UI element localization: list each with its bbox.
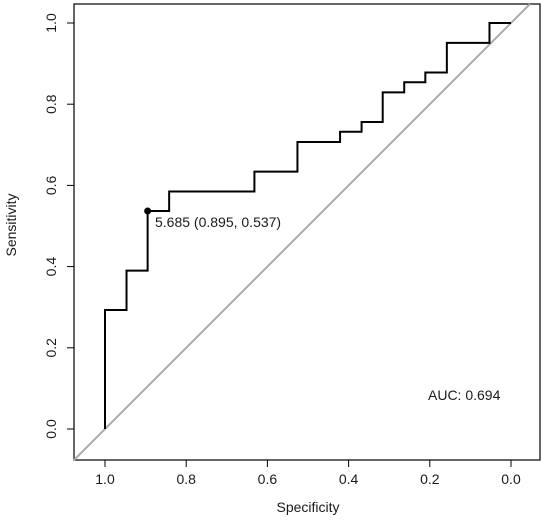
x-tick-label: 0.2 <box>420 471 440 487</box>
x-tick-label: 0.8 <box>176 471 196 487</box>
threshold-label: 5.685 (0.895, 0.537) <box>155 214 281 230</box>
threshold-point <box>144 207 152 215</box>
y-tick-label: 0.6 <box>43 175 59 195</box>
plot-frame <box>73 3 541 461</box>
auc-label: AUC: 0.694 <box>428 387 501 403</box>
x-axis-title: Specificity <box>276 499 339 515</box>
y-axis-title: Sensitivity <box>3 193 19 256</box>
x-tick-label: 1.0 <box>95 471 115 487</box>
y-tick-label: 0.4 <box>43 257 59 277</box>
reference-diagonal <box>73 3 531 461</box>
y-tick-label: 0.0 <box>43 419 59 439</box>
roc-curve <box>104 22 511 429</box>
plot-area: 1.0 0.8 0.6 0.4 0.2 0.0 0.0 0.2 0.4 0.6 0.8 1.0 <box>43 3 541 487</box>
x-tick-label: 0.6 <box>258 471 278 487</box>
y-tick-label: 0.8 <box>43 94 59 114</box>
x-tick-label: 0.4 <box>339 471 359 487</box>
x-tick-label: 0.0 <box>501 471 521 487</box>
y-tick-label: 1.0 <box>43 13 59 33</box>
y-tick-label: 0.2 <box>43 338 59 358</box>
